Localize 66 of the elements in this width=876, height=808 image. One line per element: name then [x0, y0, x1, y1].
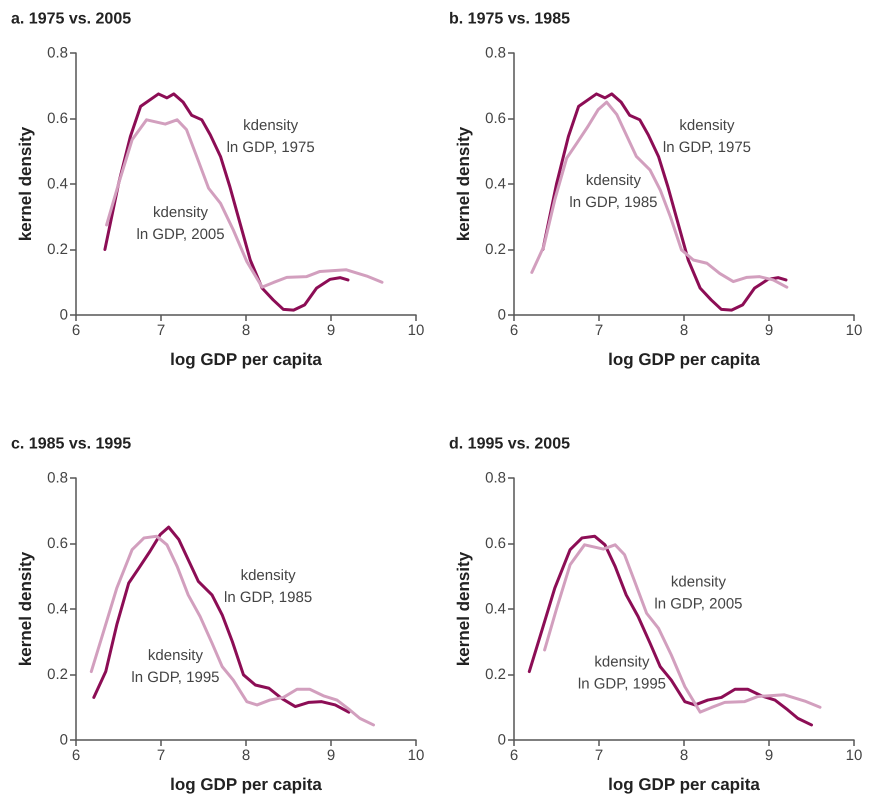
series-label: kdensity ln GDP, 1985	[224, 566, 312, 606]
x-axis-title: log GDP per capita	[170, 350, 322, 369]
y-tick-label: 0.4	[47, 176, 68, 192]
series-label: kdensity ln GDP, 1985	[569, 172, 658, 212]
y-axis-title: kernel density	[454, 126, 473, 242]
line-series	[528, 534, 813, 726]
x-tick-label: 10	[408, 322, 424, 339]
chart-title: b. 1975 vs. 1985	[449, 10, 570, 28]
x-tick-label: 9	[326, 747, 336, 764]
x-tick-label: 6	[510, 322, 518, 339]
x-tick-label: 8	[680, 322, 688, 339]
x-axis-title: log GDP per capita	[170, 775, 322, 794]
y-tick-label: 0.4	[485, 176, 506, 192]
y-tick-label: 0.4	[485, 600, 506, 618]
line-series	[530, 100, 788, 289]
x-tick-label: 7	[156, 322, 166, 339]
line-series	[105, 118, 384, 289]
series-label: kdensity ln GDP, 1975	[226, 117, 315, 156]
y-axis-title: kernel density	[16, 126, 35, 242]
chart-title: c. 1985 vs. 1995	[11, 436, 132, 452]
x-tick-label: 7	[594, 747, 604, 764]
x-tick-label: 10	[846, 322, 862, 339]
x-tick-label: 6	[72, 322, 80, 339]
y-axis-title: kernel density	[16, 551, 35, 666]
y-tick-label: 0.2	[47, 666, 68, 683]
series-label: kdensity ln GDP, 2005	[654, 574, 743, 613]
series-label: kdensity ln GDP, 2005	[136, 204, 225, 243]
x-tick-label: 9	[764, 322, 774, 339]
y-tick-label: 0.2	[485, 241, 506, 258]
y-tick-label: 0	[60, 306, 68, 324]
y-tick-label: 0	[60, 732, 68, 748]
y-tick-label: 0.6	[47, 535, 68, 552]
line-series	[92, 526, 350, 714]
y-tick-label: 0.8	[485, 44, 506, 62]
line-series	[543, 543, 822, 714]
x-tick-label: 7	[594, 322, 604, 339]
chart-title: a. 1975 vs. 2005	[11, 10, 132, 28]
x-tick-label: 9	[326, 322, 336, 339]
y-tick-label: 0	[498, 732, 506, 748]
y-tick-label: 0.8	[485, 470, 506, 486]
y-tick-label: 0.6	[485, 535, 506, 552]
y-tick-label: 0	[498, 306, 506, 324]
y-tick-label: 0.2	[485, 666, 506, 683]
x-tick-label: 8	[242, 747, 250, 764]
x-tick-label: 9	[764, 747, 774, 764]
y-tick-label: 0.8	[47, 44, 68, 62]
y-tick-label: 0.2	[47, 241, 68, 258]
x-axis-title: log GDP per capita	[608, 775, 760, 794]
x-tick-label: 8	[242, 322, 250, 339]
x-tick-label: 10	[846, 747, 862, 764]
y-tick-label: 0.6	[47, 110, 68, 127]
y-tick-label: 0.4	[47, 600, 68, 618]
y-axis-title: kernel density	[454, 551, 473, 666]
series-label: kdensity ln GDP, 1995	[131, 647, 220, 686]
chart-title: d. 1995 vs. 2005	[449, 436, 570, 452]
x-tick-label: 6	[72, 747, 80, 764]
x-tick-label: 8	[680, 747, 688, 764]
series-label: kdensity ln GDP, 1995	[578, 654, 666, 693]
y-tick-label: 0.8	[47, 470, 68, 486]
y-tick-label: 0.6	[485, 110, 506, 127]
x-tick-label: 6	[510, 747, 518, 764]
line-series	[90, 534, 375, 726]
x-tick-label: 7	[156, 747, 166, 764]
series-label: kdensity ln GDP, 1975	[662, 117, 752, 156]
x-tick-label: 10	[408, 747, 424, 764]
x-axis-title: log GDP per capita	[608, 350, 760, 369]
